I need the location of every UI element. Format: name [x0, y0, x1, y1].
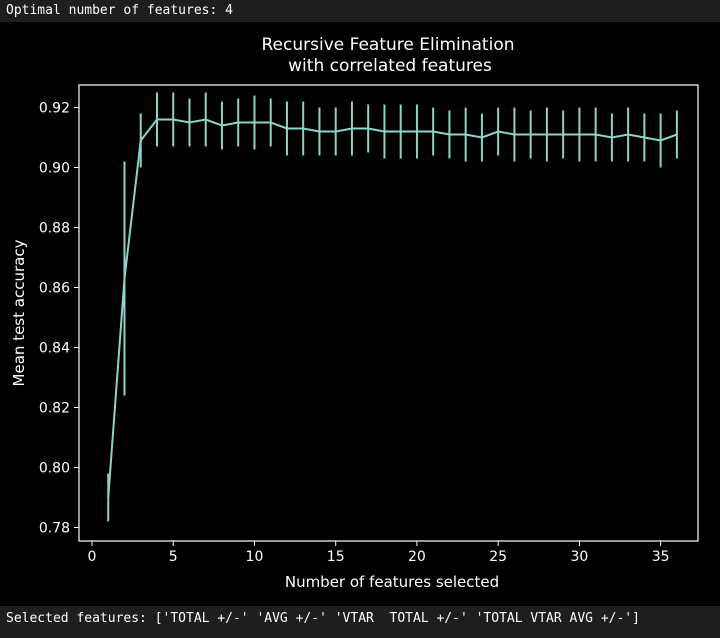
x-tick-label: 0: [88, 549, 97, 565]
y-tick-label: 0.80: [39, 461, 70, 477]
y-tick-label: 0.84: [39, 341, 70, 357]
series-line: [107, 118, 678, 498]
x-tick-label: 5: [169, 549, 178, 565]
y-tick-label: 0.90: [39, 161, 70, 177]
y-tick-label: 0.86: [39, 281, 70, 297]
error-bars: [107, 92, 678, 522]
y-tick-label: 0.92: [39, 101, 70, 117]
x-tick-label: 25: [489, 549, 507, 565]
y-tick-label: 0.88: [39, 221, 70, 237]
selected-features-output: Selected features: ['TOTAL +/-' 'AVG +/-…: [6, 611, 640, 626]
chart-title: Recursive Feature Elimination: [262, 35, 515, 55]
y-axis-ticks: 0.78 0.80 0.82 0.84 0.86 0.88 0.90 0.92: [39, 101, 79, 537]
y-tick-label: 0.78: [39, 521, 70, 537]
y-tick-label: 0.82: [39, 401, 70, 417]
optimal-features-output: Optimal number of features: 4: [6, 3, 233, 18]
x-axis-ticks: 0 5 10 15 20 25 30 35: [88, 541, 670, 565]
x-tick-label: 10: [246, 549, 264, 565]
x-axis-label: Number of features selected: [285, 573, 499, 591]
plot-frame: [78, 84, 699, 542]
x-tick-label: 35: [652, 549, 670, 565]
figure: Recursive Feature Elimination with corre…: [0, 22, 720, 606]
y-axis-label: Mean test accuracy: [10, 239, 28, 386]
x-tick-label: 20: [408, 549, 426, 565]
chart-subtitle: with correlated features: [288, 56, 492, 76]
rfe-chart: Recursive Feature Elimination with corre…: [10, 35, 699, 591]
x-tick-label: 15: [327, 549, 345, 565]
x-tick-label: 30: [570, 549, 588, 565]
